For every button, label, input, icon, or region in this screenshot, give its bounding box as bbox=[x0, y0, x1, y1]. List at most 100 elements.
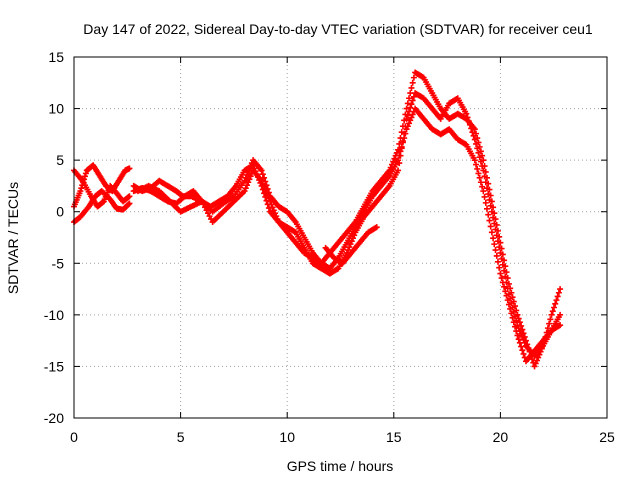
y-tick-label: -5 bbox=[52, 255, 65, 271]
data-point-interp bbox=[482, 199, 489, 206]
axis-ticks: 0 5 10 15 20 25 -20 -15 -10 -5 0 5 10 15 bbox=[44, 49, 615, 445]
y-tick-label: -20 bbox=[44, 410, 64, 426]
data-point-interp bbox=[541, 338, 548, 345]
data-point bbox=[497, 239, 504, 246]
data-point-interp bbox=[481, 193, 488, 200]
data-point-interp bbox=[82, 170, 89, 177]
data-point bbox=[258, 167, 265, 174]
y-axis-label: SDTVAR / TECUs bbox=[5, 182, 21, 294]
y-tick-label: -10 bbox=[44, 307, 64, 323]
data-point-interp bbox=[493, 252, 500, 259]
y-tick-label: 15 bbox=[48, 49, 64, 65]
data-point-interp bbox=[491, 241, 498, 248]
x-tick-label: 5 bbox=[177, 429, 185, 445]
data-point-interp bbox=[399, 123, 406, 130]
data-point-interp bbox=[398, 145, 405, 152]
data-point bbox=[480, 188, 487, 195]
data-point bbox=[522, 337, 529, 344]
data-point-interp bbox=[474, 135, 481, 142]
data-point-interp bbox=[475, 139, 482, 146]
data-point bbox=[488, 229, 495, 236]
data-point-interp bbox=[512, 303, 519, 310]
data-point-interp bbox=[529, 356, 536, 363]
data-point-interp bbox=[503, 269, 510, 276]
data-point-interp bbox=[479, 183, 486, 190]
data-point-interp bbox=[473, 161, 480, 168]
data-point-interp bbox=[81, 173, 88, 180]
data-point-interp bbox=[501, 283, 508, 290]
data-point-interp bbox=[498, 275, 505, 282]
data-point-interp bbox=[543, 329, 550, 336]
data-point bbox=[548, 311, 555, 318]
data-point-interp bbox=[125, 201, 132, 208]
data-point-interp bbox=[483, 205, 490, 212]
data-point-interp bbox=[409, 79, 416, 86]
data-point-interp bbox=[520, 350, 527, 357]
data-point bbox=[497, 270, 504, 277]
data-point-interp bbox=[476, 143, 483, 150]
x-tick-label: 15 bbox=[386, 429, 402, 445]
data-point-interp bbox=[507, 285, 514, 292]
data-point-interp bbox=[402, 111, 409, 118]
data-point-interp bbox=[408, 84, 415, 91]
data-point bbox=[540, 342, 547, 349]
data-point-interp bbox=[492, 247, 499, 254]
data-point bbox=[126, 165, 133, 172]
data-point bbox=[373, 224, 380, 231]
data-point-interp bbox=[494, 227, 501, 234]
data-point-interp bbox=[477, 148, 484, 155]
data-point bbox=[395, 167, 402, 174]
x-axis-label: GPS time / hours bbox=[287, 458, 394, 474]
data-point bbox=[463, 110, 470, 117]
data-point-interp bbox=[518, 322, 525, 329]
data-point-interp bbox=[486, 186, 493, 193]
data-point-interp bbox=[498, 245, 505, 252]
data-point bbox=[557, 311, 564, 318]
data-point bbox=[505, 280, 512, 287]
data-point-interp bbox=[490, 235, 497, 242]
data-point-interp bbox=[520, 330, 527, 337]
data-point-interp bbox=[493, 221, 500, 228]
data-point bbox=[395, 146, 402, 153]
x-tick-label: 0 bbox=[70, 429, 78, 445]
data-point-interp bbox=[549, 308, 556, 315]
data-point-interp bbox=[496, 264, 503, 271]
series-track-1 bbox=[71, 162, 133, 210]
data-point-interp bbox=[482, 168, 489, 175]
data-point-interp bbox=[404, 100, 411, 107]
y-tick-label: -15 bbox=[44, 358, 64, 374]
data-point bbox=[514, 311, 521, 318]
data-point-interp bbox=[546, 320, 553, 327]
data-point-interp bbox=[494, 258, 501, 265]
data-point-interp bbox=[396, 140, 403, 147]
data-point-interp bbox=[474, 165, 481, 172]
data-point bbox=[557, 322, 564, 329]
data-point-interp bbox=[501, 257, 508, 264]
data-point-interp bbox=[406, 95, 413, 102]
data-point-interp bbox=[527, 352, 534, 359]
data-point bbox=[126, 200, 133, 207]
x-tick-label: 10 bbox=[279, 429, 295, 445]
data-point-interp bbox=[513, 307, 520, 314]
data-point-interp bbox=[519, 326, 526, 333]
data-point-interp bbox=[554, 293, 561, 300]
data-point-interp bbox=[526, 348, 533, 355]
y-tick-label: 5 bbox=[56, 152, 64, 168]
plot-frame bbox=[73, 56, 608, 419]
data-point-interp bbox=[259, 171, 266, 178]
data-point-interp bbox=[544, 325, 551, 332]
data-point-interp bbox=[492, 216, 499, 223]
data-point-interp bbox=[485, 211, 492, 218]
data-point bbox=[514, 332, 521, 339]
data-point-interp bbox=[504, 275, 511, 282]
data-point-interp bbox=[473, 130, 480, 137]
data-point-interp bbox=[555, 289, 562, 296]
data-point-interp bbox=[525, 345, 532, 352]
data-point-interp bbox=[510, 298, 517, 305]
data-point-interp bbox=[502, 263, 509, 270]
data-point-interp bbox=[547, 316, 554, 323]
chart-title: Day 147 of 2022, Sidereal Day-to-day VTE… bbox=[83, 21, 593, 37]
data-point bbox=[403, 105, 410, 112]
